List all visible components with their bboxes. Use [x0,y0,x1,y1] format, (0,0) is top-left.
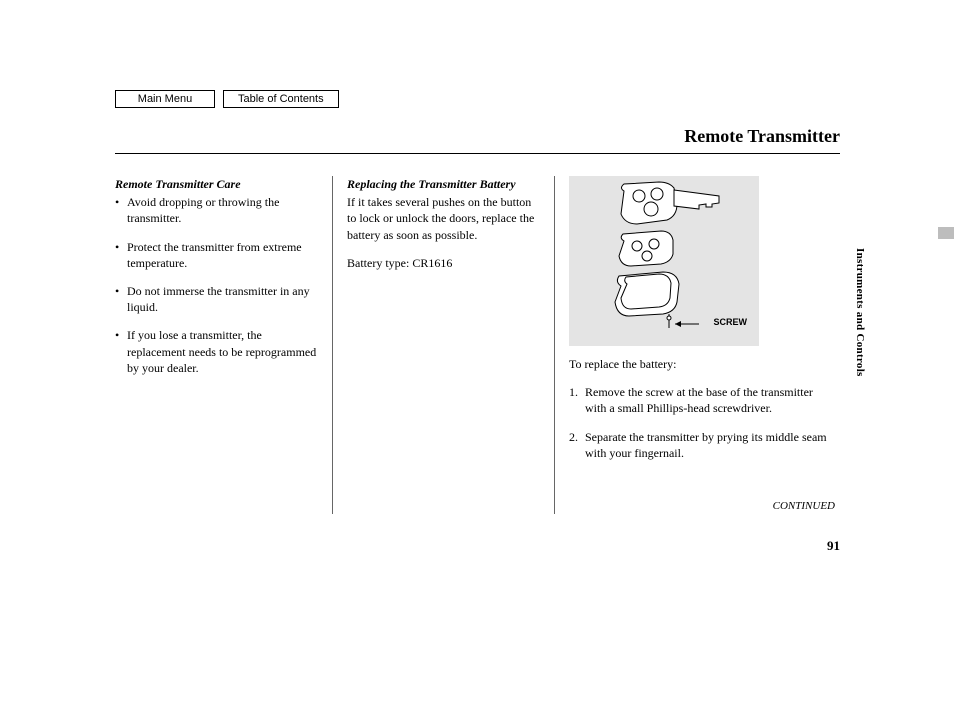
step-text: Separate the transmitter by prying its m… [585,430,827,460]
list-item: 2. Separate the transmitter by prying its… [569,429,835,461]
list-item: Avoid dropping or throwing the transmitt… [115,194,318,226]
manual-page: Main Menu Table of Contents Remote Trans… [115,90,840,554]
list-item: 1. Remove the screw at the base of the tr… [569,384,835,416]
side-tab [938,227,954,239]
care-bullet-list: Avoid dropping or throwing the transmitt… [115,194,318,376]
step-text: Remove the screw at the base of the tran… [585,385,813,415]
column-battery: Replacing the Transmitter Battery If it … [333,176,555,514]
step-number: 2. [569,429,578,445]
list-item: Protect the transmitter from extreme tem… [115,239,318,271]
nav-buttons: Main Menu Table of Contents [115,90,840,108]
screw-label: SCREW [714,316,748,328]
main-menu-button[interactable]: Main Menu [115,90,215,108]
continued-label: CONTINUED [569,499,835,514]
battery-para1: If it takes several pushes on the button… [347,194,540,243]
side-section-label: Instruments and Controls [854,248,866,377]
content-columns: Remote Transmitter Care Avoid dropping o… [115,176,840,514]
transmitter-figure: SCREW [569,176,759,346]
page-number: 91 [115,538,840,554]
battery-para2: Battery type: CR1616 [347,255,540,271]
replace-steps: 1. Remove the screw at the base of the tr… [569,384,835,461]
battery-heading: Replacing the Transmitter Battery [347,176,540,192]
list-item: Do not immerse the transmitter in any li… [115,283,318,315]
column-figure: SCREW To replace the battery: 1. Remove t… [555,176,835,514]
page-title: Remote Transmitter [115,126,840,154]
step-number: 1. [569,384,578,400]
care-heading: Remote Transmitter Care [115,176,318,192]
list-item: If you lose a transmitter, the replaceme… [115,327,318,376]
replace-intro: To replace the battery: [569,356,835,372]
column-care: Remote Transmitter Care Avoid dropping o… [115,176,333,514]
table-of-contents-button[interactable]: Table of Contents [223,90,339,108]
